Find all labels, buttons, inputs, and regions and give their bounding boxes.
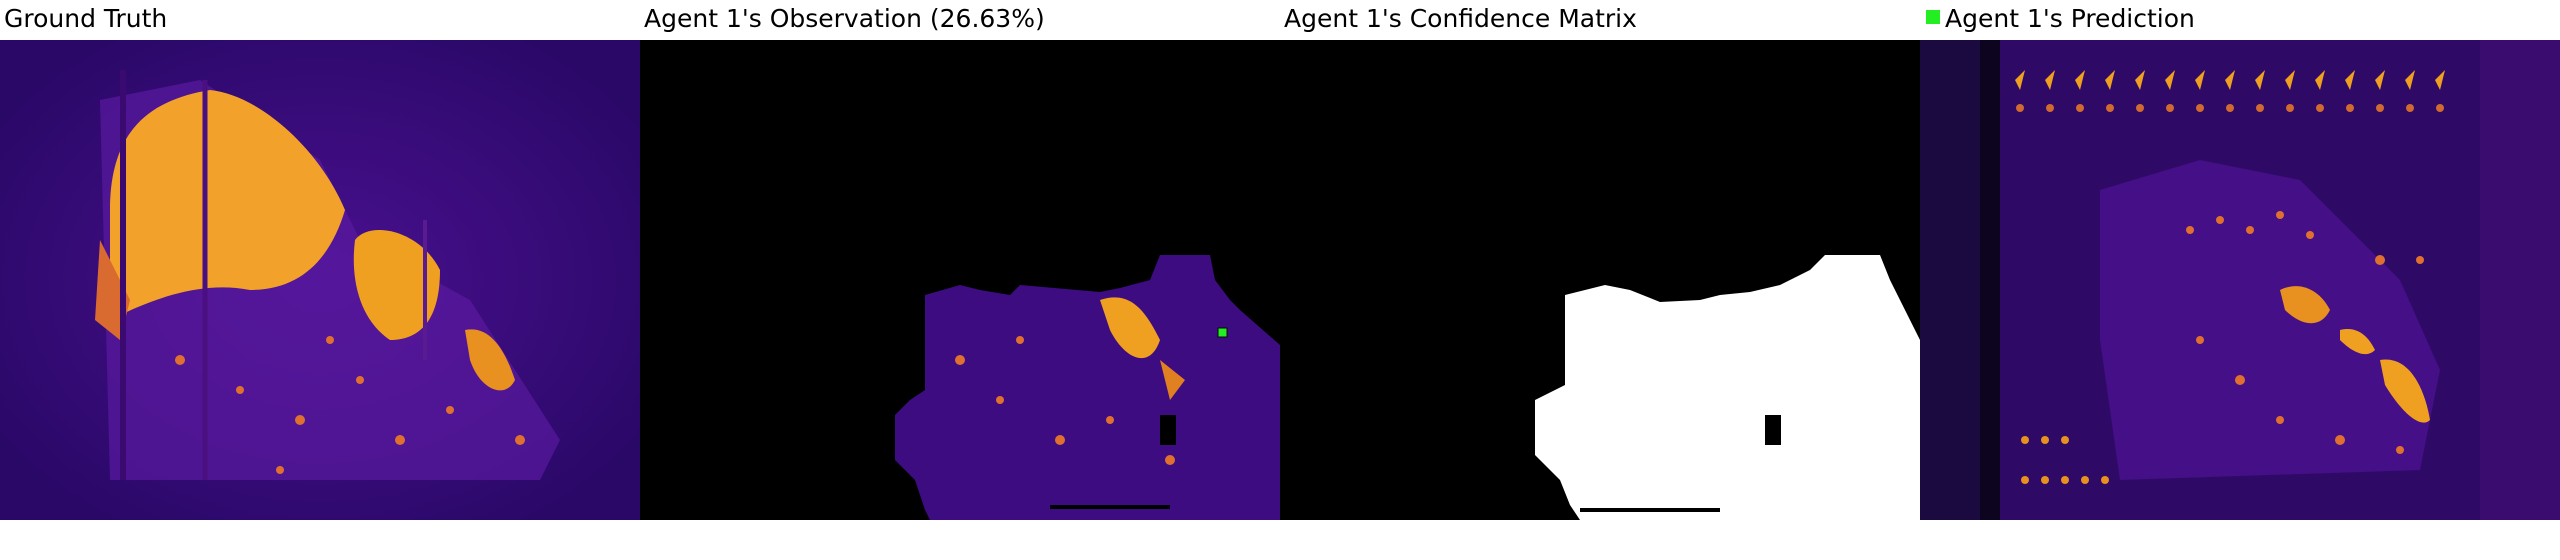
- prediction-image: [1920, 40, 2560, 520]
- confidence-matrix-image: [1280, 40, 1920, 520]
- panel-title-confidence: Agent 1's Confidence Matrix: [1284, 4, 1637, 33]
- panel-title-ground-truth: Ground Truth: [4, 4, 168, 33]
- agent-position-marker: [1217, 327, 1228, 338]
- panel-title-observation: Agent 1's Observation (26.63%): [644, 4, 1045, 33]
- observation-image: [640, 40, 1280, 520]
- ground-truth-image: [0, 40, 640, 520]
- agent-legend-marker: [1926, 10, 1940, 24]
- panel-title-prediction: Agent 1's Prediction: [1945, 4, 2195, 33]
